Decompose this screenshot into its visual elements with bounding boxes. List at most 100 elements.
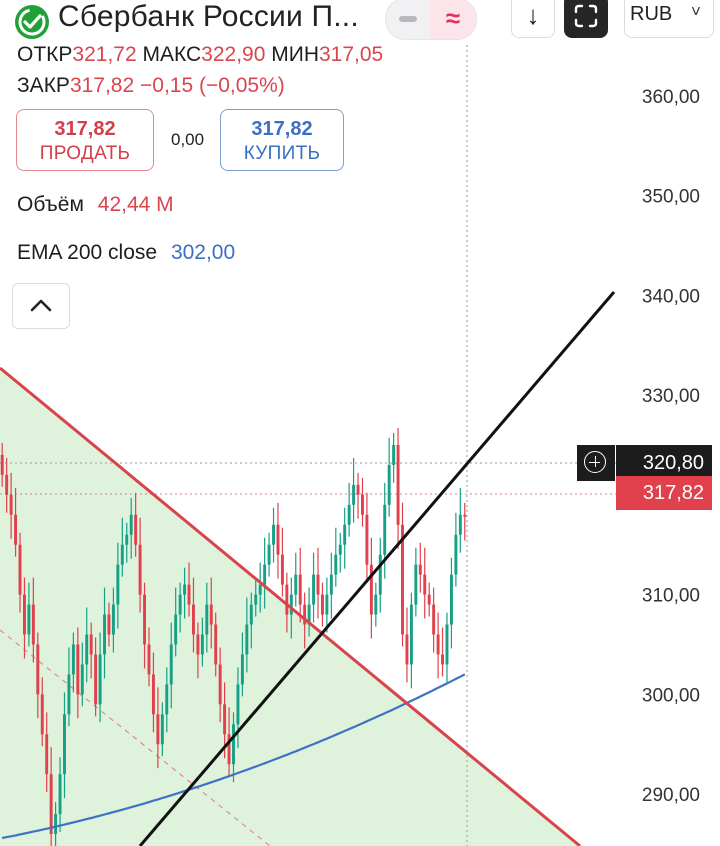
candle-body [205,604,209,635]
candle-body [356,484,360,495]
candle-body [107,614,111,635]
candle-body [129,514,133,535]
candles [0,427,467,846]
candle-body [22,594,26,635]
candle-body [365,514,369,565]
candle-body [236,684,240,725]
candle-body [40,694,44,735]
candle-body [80,664,84,695]
candle-body [463,514,467,517]
candle-body [334,554,338,575]
candle-body [432,604,436,635]
candle-body [316,574,320,595]
candle-body [401,524,404,635]
volume-value: 42,44 M [97,193,174,216]
dash-icon [399,16,417,22]
price-axis-tick: 350,00 [642,187,700,208]
high-value: 322,90 [201,43,266,66]
candle-body [307,604,311,625]
candle-body [347,504,351,525]
candle-body [338,544,342,555]
price-axis [617,0,720,846]
candle-body [183,584,187,595]
close-value: 317,82 [69,74,135,97]
candle-body [71,644,75,675]
candle-body [441,654,445,665]
fullscreen-button[interactable] [564,0,608,38]
candle-body [165,684,169,715]
candle-body [63,714,66,775]
candle-body [427,594,431,605]
chevron-down-icon: ˅ [691,2,701,21]
candle-body [138,544,142,595]
price-axis-labels: 290,00300,00310,00320,00330,00340,00350,… [642,87,700,806]
candle-body [85,634,89,665]
sber-logo-icon [15,5,49,39]
candle-body [178,594,182,615]
candle-body [289,594,293,615]
price-axis-tick: 290,00 [642,785,700,806]
candle-body [325,594,329,615]
download-button[interactable]: ↓ [511,0,555,38]
resistance-trendline [0,366,581,846]
candle-body [67,674,71,715]
candle-body [387,464,391,505]
candle-body [125,534,129,545]
candle-body [285,584,289,615]
candle-body [14,514,18,545]
buy-price: 317,82 [251,118,313,140]
collapse-legend-button[interactable] [12,283,70,329]
candle-body [111,604,115,635]
candle-body [294,574,298,595]
candle-body [280,554,284,585]
candle-body [298,574,302,605]
price-axis-tick: 340,00 [642,286,700,307]
buy-button[interactable]: 317,82 КУПИТЬ [220,109,344,171]
candle-body [196,634,200,655]
candle-body [454,534,458,575]
candle-body [414,564,418,605]
candle-body [378,554,382,595]
candle-body [45,734,49,775]
candle-body [396,444,400,525]
candle-body [383,504,387,555]
ohlc-row-2: ЗАКР317,82 −0,15 (−0,05%) [17,74,285,98]
candle-body [58,774,62,815]
candle-body [54,814,58,835]
low-label: МИН [271,43,319,66]
sell-button[interactable]: 317,82 ПРОДАТЬ [16,109,154,171]
chart-type-toggle[interactable]: ≈ [385,0,477,40]
line-style-option[interactable] [386,0,430,39]
candle-body [449,574,453,625]
candle-body [103,614,106,655]
candle-body [320,594,324,615]
buy-label: КУПИТЬ [243,143,321,164]
candle-body [174,614,178,645]
candle-body [312,574,316,605]
candle-body [303,604,307,625]
indicator-option[interactable]: ≈ [430,0,476,39]
candle-body [343,524,347,545]
instrument-title[interactable]: Сбербанк России П... [58,0,359,33]
volume-legend: Объём 42,44 M [17,193,174,217]
candle-body [147,644,151,675]
candle-body [329,574,333,595]
candle-body [169,644,173,685]
add-alert-button[interactable] [577,445,615,481]
crosshair-price-tag: 320,80 [616,445,712,481]
candle-body [18,544,22,595]
volume-label: Объём [17,193,84,216]
open-label: ОТКР [17,43,73,66]
chevron-up-icon [30,299,52,312]
last-price-tag: 317,82 [616,476,712,510]
high-label: МАКС [142,43,202,66]
support-trendline [138,291,616,846]
candle-body [5,474,9,495]
candle-body [258,584,262,595]
ema-200-line [1,673,466,840]
currency-select[interactable]: RUB ˅ [624,0,714,38]
spread-value: 0,00 [171,130,205,149]
candle-body [458,514,462,535]
candle-body [240,654,244,685]
candle-body [218,664,222,705]
